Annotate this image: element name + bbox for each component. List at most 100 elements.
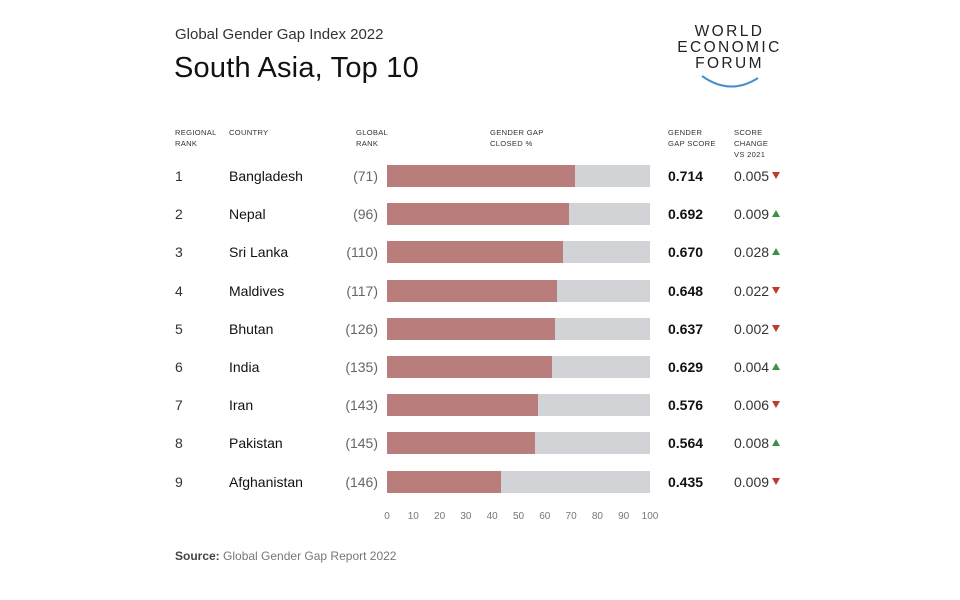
col-header-score-change: SCORE CHANGE VS 2021 — [734, 127, 768, 160]
arrow-down-icon — [772, 477, 780, 485]
arrow-down-icon — [772, 286, 780, 294]
gap-score: 0.629 — [668, 359, 704, 375]
country-name: Bangladesh — [229, 168, 303, 184]
country-name: Sri Lanka — [229, 244, 289, 261]
bar-fill — [387, 356, 553, 378]
logo-arc-icon — [701, 75, 759, 88]
bar-track — [387, 241, 650, 264]
col-header-country: COUNTRY — [229, 127, 269, 138]
bar-track — [387, 432, 650, 455]
header-text: CHANGE — [734, 139, 769, 148]
header-text: GLOBAL — [356, 128, 389, 137]
global-rank: (96) — [353, 206, 378, 223]
x-tick-label: 0 — [384, 511, 390, 522]
col-header-regional-rank: REGIONAL RANK — [175, 127, 217, 149]
gap-score: 0.435 — [668, 473, 704, 490]
regional-rank: 1 — [175, 168, 183, 184]
score-change: 0.004 — [734, 359, 770, 375]
table-row: 7 Iran (143) 0.576 0.006 — [0, 394, 960, 418]
header-text: VS 2021 — [734, 150, 766, 159]
header-text: REGIONAL — [175, 128, 217, 137]
logo-line-3: FORUM — [695, 55, 764, 72]
bar-track — [387, 356, 650, 378]
regional-rank: 6 — [175, 359, 183, 375]
chart-subtitle: Global Gender Gap Index 2022 — [175, 26, 384, 43]
table-row: 5 Bhutan (126) 0.637 0.002 — [0, 317, 960, 342]
header-text: COUNTRY — [229, 128, 269, 137]
global-rank: (146) — [345, 473, 378, 490]
arrow-down-icon — [772, 172, 780, 179]
source-note: Source: Global Gender Gap Report 2022 — [175, 549, 396, 563]
global-rank: (135) — [345, 359, 378, 375]
source-text: Global Gender Gap Report 2022 — [223, 549, 397, 563]
x-tick-label: 60 — [539, 511, 551, 522]
bar-fill — [387, 432, 536, 455]
table-row: 2 Nepal (96) 0.692 0.009 — [0, 203, 960, 227]
gap-score: 0.648 — [668, 282, 704, 299]
x-tick-label: 80 — [591, 511, 603, 522]
country-name: Maldives — [229, 282, 285, 299]
global-rank: (110) — [346, 244, 378, 261]
gap-score: 0.670 — [668, 244, 704, 261]
bar-track — [387, 470, 650, 493]
score-change: 0.005 — [734, 168, 770, 184]
global-rank: (117) — [346, 282, 378, 299]
bar-track — [387, 279, 650, 302]
table-row: 8 Pakistan (145) 0.564 0.008 — [0, 432, 960, 456]
logo-line-2: ECONOMIC — [677, 39, 782, 56]
gap-score: 0.564 — [668, 435, 704, 452]
header-text: RANK — [356, 139, 379, 148]
regional-rank: 3 — [175, 244, 183, 261]
col-header-gap-closed: GENDER GAP CLOSED % — [490, 127, 544, 149]
header-text: SCORE — [734, 128, 763, 137]
col-header-gap-score: GENDER GAP SCORE — [668, 127, 716, 149]
country-name: Afghanistan — [229, 473, 303, 490]
bar-track — [387, 165, 650, 187]
table-row: 1 Bangladesh (71) 0.714 0.005 — [0, 165, 960, 189]
regional-rank: 7 — [175, 397, 183, 414]
x-tick-label: 100 — [641, 511, 659, 522]
header-text: RANK — [175, 139, 198, 148]
global-rank: (145) — [345, 435, 378, 452]
table-row: 9 Afghanistan (146) 0.435 0.009 — [0, 470, 960, 495]
bar-track — [387, 317, 650, 340]
score-change: 0.008 — [734, 435, 770, 452]
score-change: 0.009 — [734, 206, 770, 223]
bar-fill — [387, 470, 502, 493]
country-name: Nepal — [229, 206, 266, 223]
bar-fill — [387, 394, 539, 417]
bar-track — [387, 394, 650, 417]
country-name: India — [229, 359, 260, 375]
x-tick-label: 20 — [434, 511, 446, 522]
bar-fill — [387, 317, 555, 340]
gap-score: 0.637 — [668, 320, 704, 337]
gap-score: 0.576 — [668, 397, 704, 414]
country-name: Bhutan — [229, 320, 274, 337]
regional-rank: 5 — [175, 320, 183, 337]
score-change: 0.009 — [734, 473, 770, 490]
x-tick-label: 30 — [460, 511, 472, 522]
gap-score: 0.692 — [668, 206, 704, 223]
score-change: 0.002 — [734, 320, 770, 337]
score-change: 0.028 — [734, 244, 770, 261]
wef-logo: WORLD ECONOMIC FORUM — [672, 24, 787, 96]
table-row: 4 Maldives (117) 0.648 0.022 — [0, 279, 960, 304]
regional-rank: 9 — [175, 473, 183, 490]
arrow-up-icon — [772, 248, 780, 256]
source-label: Source: — [175, 549, 220, 563]
country-name: Iran — [229, 397, 254, 414]
header-text: GENDER — [668, 128, 703, 137]
country-name: Pakistan — [229, 435, 283, 452]
x-tick-label: 50 — [512, 511, 525, 522]
arrow-down-icon — [772, 401, 780, 409]
global-rank: (71) — [353, 168, 378, 184]
x-tick-label: 40 — [486, 511, 498, 522]
header-text: GAP SCORE — [668, 139, 716, 148]
x-tick-label: 90 — [618, 511, 630, 522]
global-rank: (143) — [345, 397, 378, 414]
bar-fill — [387, 165, 575, 187]
global-rank: (126) — [345, 320, 378, 337]
regional-rank: 4 — [175, 282, 183, 299]
header-text: CLOSED % — [490, 139, 533, 148]
logo-line-1: WORLD — [694, 23, 765, 40]
